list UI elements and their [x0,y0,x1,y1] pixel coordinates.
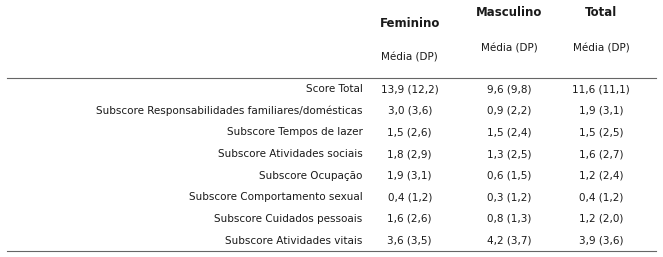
Text: Score Total: Score Total [306,84,363,94]
Text: 0,9 (2,2): 0,9 (2,2) [487,106,531,116]
Text: Subscore Cuidados pessoais: Subscore Cuidados pessoais [214,214,363,224]
Text: 1,9 (3,1): 1,9 (3,1) [579,106,624,116]
Text: 1,8 (2,9): 1,8 (2,9) [387,149,432,159]
Text: Subscore Tempos de lazer: Subscore Tempos de lazer [227,127,363,137]
Text: Masculino: Masculino [476,6,542,20]
Text: 1,5 (2,5): 1,5 (2,5) [579,127,624,137]
Text: Média (DP): Média (DP) [381,53,438,63]
Text: 4,2 (3,7): 4,2 (3,7) [487,235,532,245]
Text: 13,9 (12,2): 13,9 (12,2) [381,84,439,94]
Text: Subscore Atividades sociais: Subscore Atividades sociais [218,149,363,159]
Text: 1,9 (3,1): 1,9 (3,1) [387,171,432,181]
Text: 3,9 (3,6): 3,9 (3,6) [579,235,624,245]
Text: Subscore Comportamento sexual: Subscore Comportamento sexual [189,192,363,202]
Text: 0,3 (1,2): 0,3 (1,2) [487,192,531,202]
Text: 0,4 (1,2): 0,4 (1,2) [388,192,432,202]
Text: 9,6 (9,8): 9,6 (9,8) [487,84,532,94]
Text: 1,2 (2,4): 1,2 (2,4) [579,171,624,181]
Text: 0,6 (1,5): 0,6 (1,5) [487,171,531,181]
Text: 1,5 (2,4): 1,5 (2,4) [487,127,532,137]
Text: Média (DP): Média (DP) [481,44,538,54]
Text: 0,8 (1,3): 0,8 (1,3) [487,214,531,224]
Text: 3,6 (3,5): 3,6 (3,5) [387,235,432,245]
Text: 1,6 (2,7): 1,6 (2,7) [579,149,624,159]
Text: 1,2 (2,0): 1,2 (2,0) [579,214,623,224]
Text: 3,0 (3,6): 3,0 (3,6) [388,106,432,116]
Text: Total: Total [585,6,617,20]
Text: Média (DP): Média (DP) [573,44,630,54]
Text: 1,3 (2,5): 1,3 (2,5) [487,149,532,159]
Text: 0,4 (1,2): 0,4 (1,2) [579,192,623,202]
Text: Subscore Atividades vitais: Subscore Atividades vitais [225,235,363,245]
Text: 1,5 (2,6): 1,5 (2,6) [387,127,432,137]
Text: Feminino: Feminino [379,17,440,30]
Text: 11,6 (11,1): 11,6 (11,1) [572,84,631,94]
Text: Subscore Ocupação: Subscore Ocupação [259,171,363,181]
Text: Subscore Responsabilidades familiares/domésticas: Subscore Responsabilidades familiares/do… [96,106,363,116]
Text: 1,6 (2,6): 1,6 (2,6) [387,214,432,224]
